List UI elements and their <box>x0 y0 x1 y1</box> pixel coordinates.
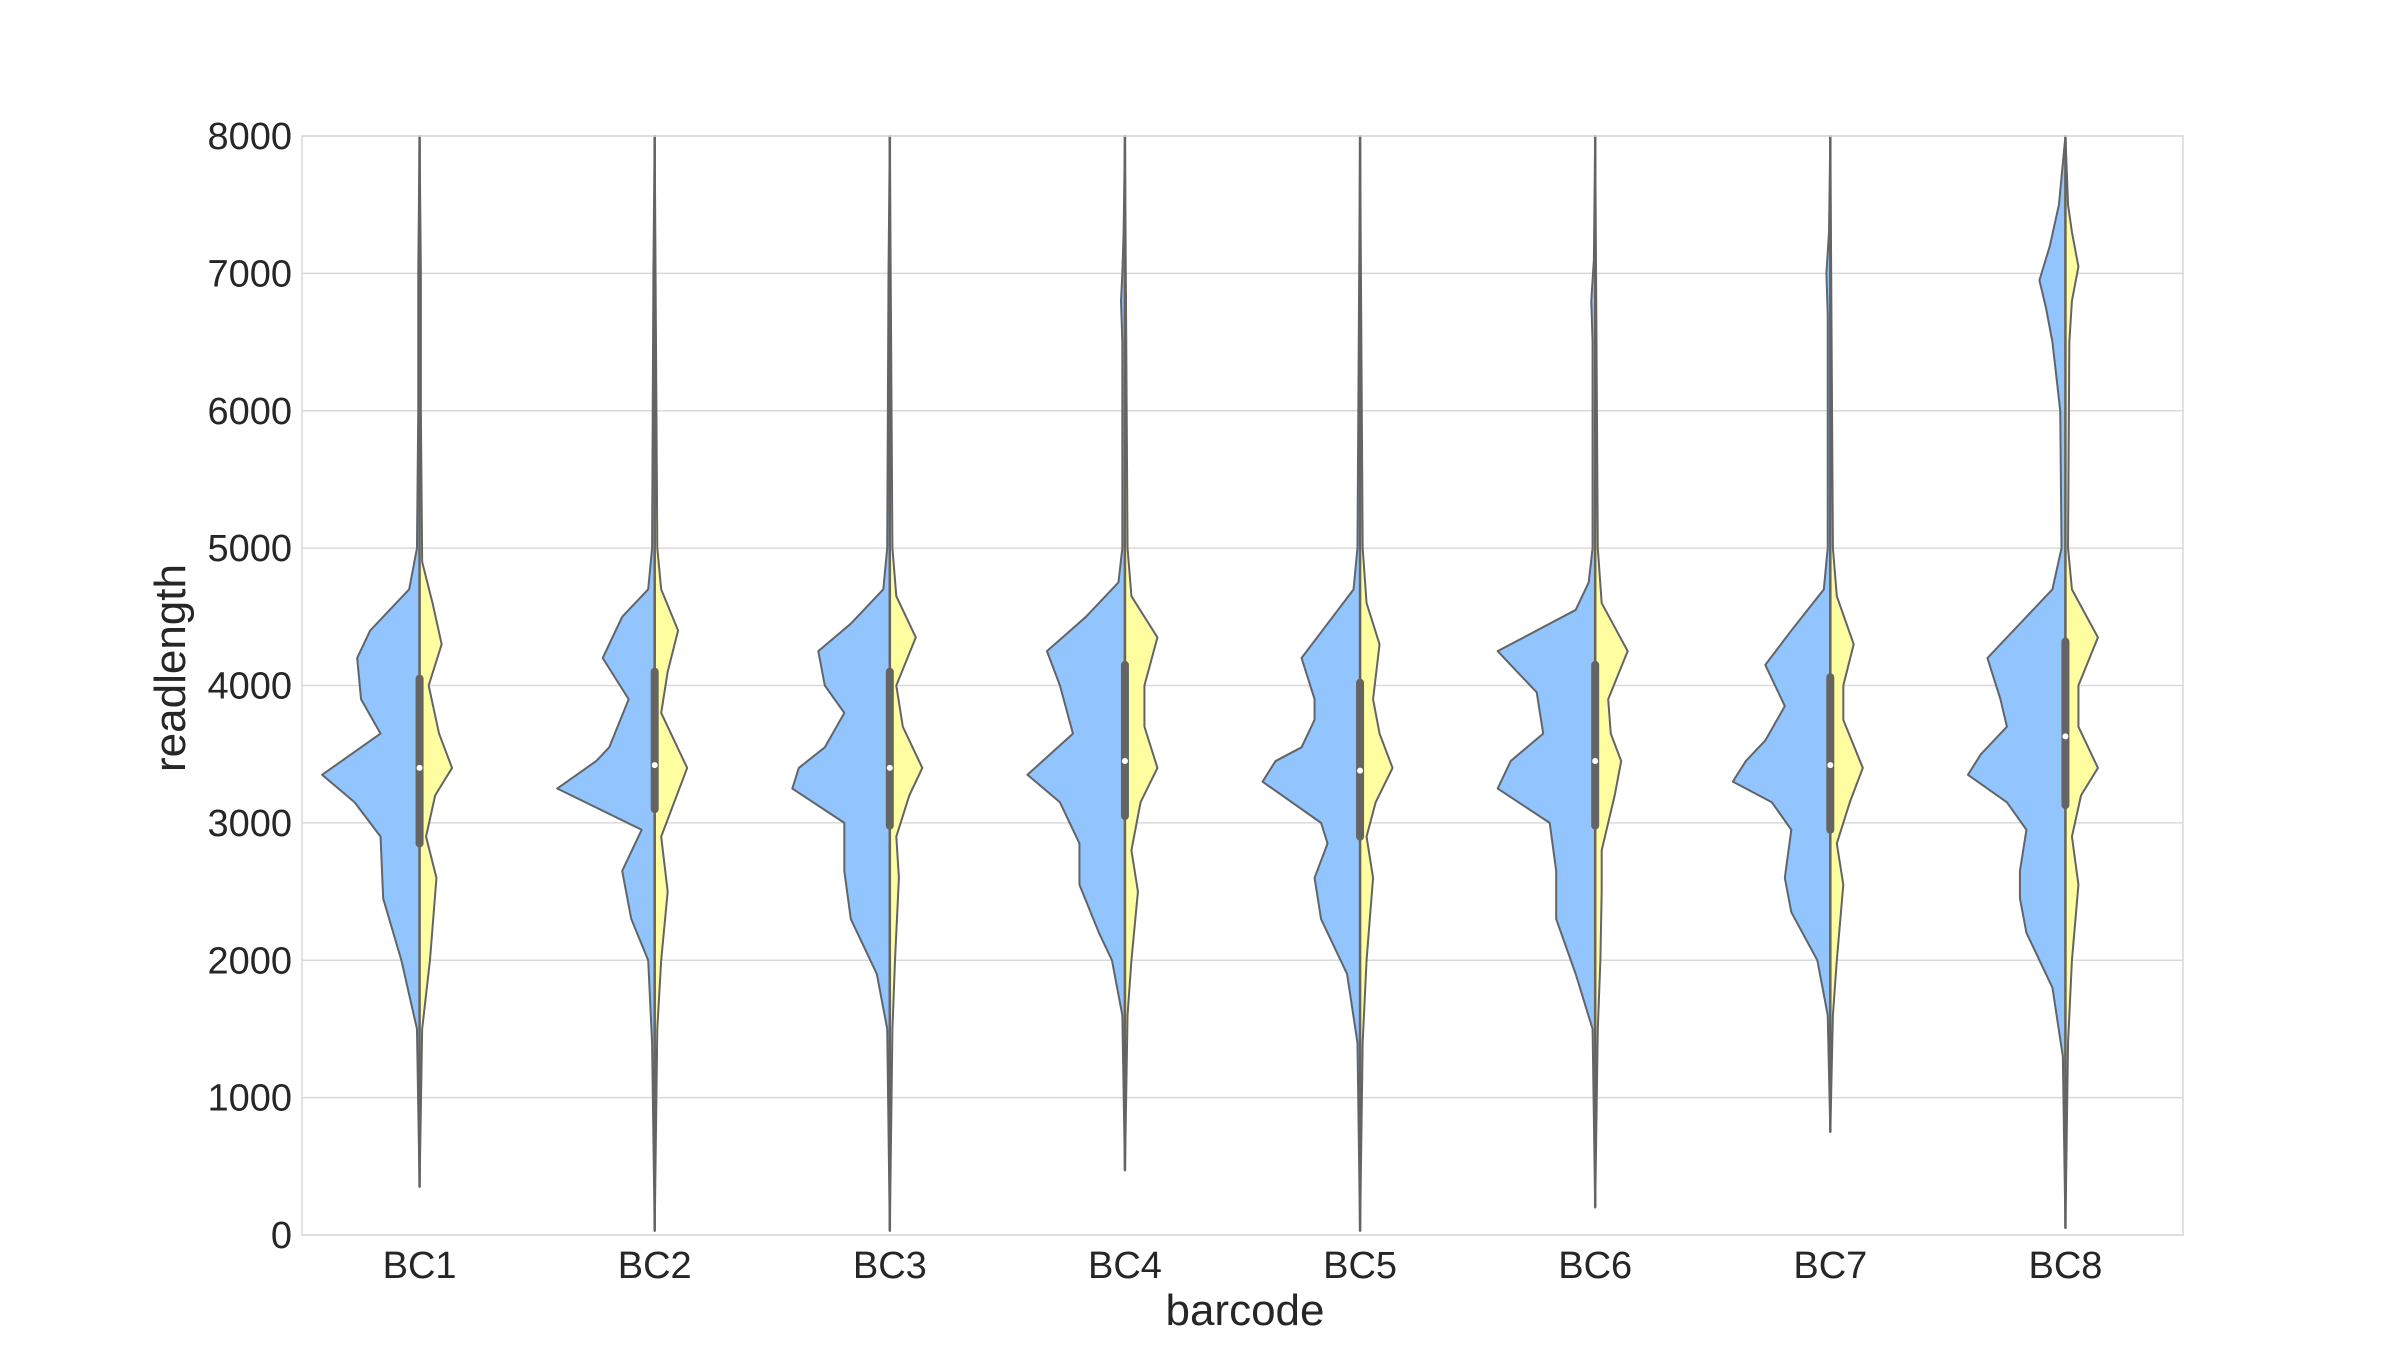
violin-median-dot <box>1357 767 1364 774</box>
violin-layer <box>321 135 2099 1232</box>
x-tick-label: BC3 <box>853 1245 927 1287</box>
violin-bc3 <box>791 135 924 1232</box>
tick-label-layer: 0 1000 2000 3000 4000 5000 6000 7000 8000 BC1 BC2 B… <box>207 116 2102 1287</box>
violin-bc4 <box>1026 135 1159 1172</box>
violin-half-right <box>653 135 689 1232</box>
x-tick-label: BC7 <box>1793 1245 1867 1287</box>
violin-half-left <box>791 135 891 1232</box>
violin-half-left <box>1026 135 1126 1172</box>
violin-half-left <box>321 135 421 1188</box>
violin-bc7 <box>1731 135 1864 1133</box>
violin-half-right <box>1123 135 1159 1172</box>
x-tick-label: BC1 <box>383 1245 457 1287</box>
violin-bc1 <box>321 135 454 1188</box>
grid-layer <box>302 135 2183 1236</box>
violin-half-right <box>888 135 924 1232</box>
violin-median-dot <box>1827 762 1834 769</box>
y-tick-label: 8000 <box>207 116 292 158</box>
violin-median-dot <box>886 764 893 771</box>
y-tick-label: 1000 <box>207 1078 292 1120</box>
plot-frame <box>301 135 2184 1236</box>
violin-half-left <box>1966 135 2067 1230</box>
x-tick-label: BC2 <box>618 1245 692 1287</box>
violin-half-left <box>1261 135 1362 1232</box>
violin-bc8 <box>1966 135 2099 1230</box>
x-tick-label: BC4 <box>1088 1245 1162 1287</box>
violin-half-left <box>1496 135 1597 1209</box>
y-tick-label: 4000 <box>207 666 292 708</box>
violin-half-right <box>1594 135 1629 1209</box>
x-tick-label: BC8 <box>2028 1245 2102 1287</box>
violin-bc5 <box>1261 135 1394 1232</box>
plot-border <box>301 135 2184 1236</box>
y-tick-label: 2000 <box>207 940 292 982</box>
x-axis-label: barcode <box>1165 1286 1324 1335</box>
violin-half-left <box>1731 135 1832 1133</box>
violin-half-right <box>418 135 454 1188</box>
violin-median-dot <box>416 764 423 771</box>
y-tick-label: 5000 <box>207 528 292 570</box>
y-tick-label: 6000 <box>207 391 292 433</box>
y-axis-label: readlength <box>146 564 195 772</box>
violin-half-right <box>1829 135 1864 1133</box>
violin-half-right <box>1359 135 1394 1232</box>
violin-median-dot <box>1121 758 1128 765</box>
violin-half-left <box>556 135 656 1232</box>
violin-bc2 <box>556 135 689 1232</box>
violin-median-dot <box>651 762 658 769</box>
y-tick-label: 0 <box>271 1215 292 1257</box>
violin-median-dot <box>1592 758 1599 765</box>
violin-half-right <box>2064 135 2099 1230</box>
y-tick-label: 3000 <box>207 803 292 845</box>
x-tick-label: BC5 <box>1323 1245 1397 1287</box>
violin-bc6 <box>1496 135 1629 1209</box>
x-tick-label: BC6 <box>1558 1245 1632 1287</box>
y-tick-label: 7000 <box>207 253 292 295</box>
violin-median-dot <box>2062 733 2069 740</box>
